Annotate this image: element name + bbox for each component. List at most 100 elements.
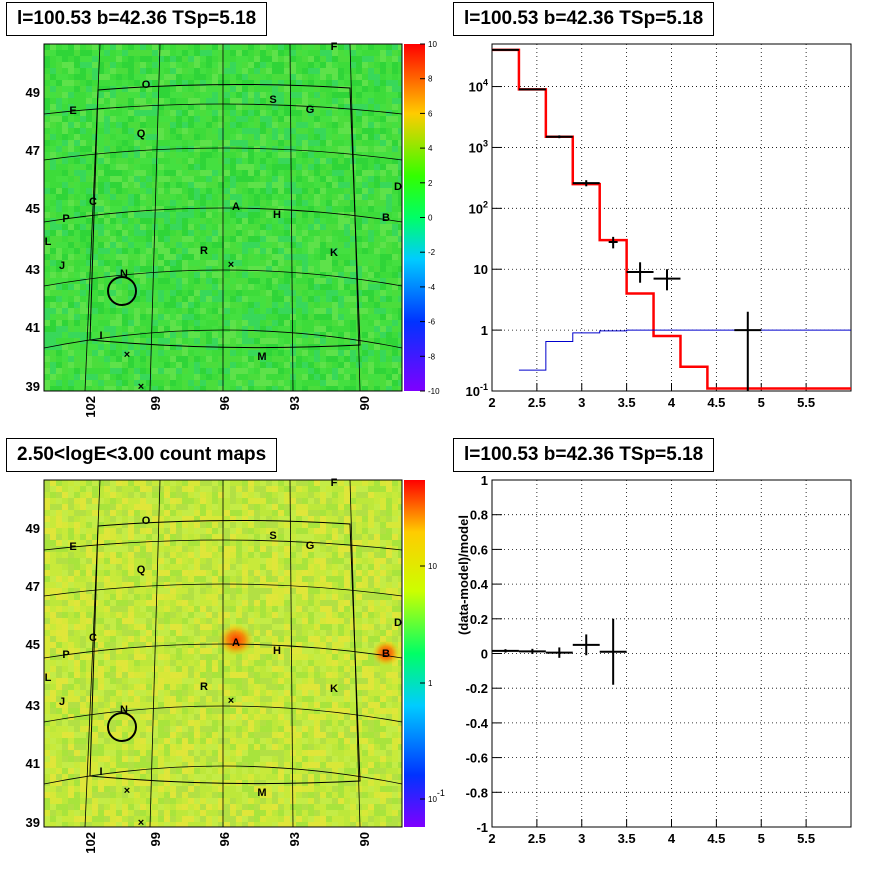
map-pixel [182,380,188,386]
map-pixel [218,182,224,188]
map-pixel [86,272,92,278]
map-pixel [332,194,338,200]
map-pixel [206,320,212,326]
map-pixel [104,98,110,104]
map-pixel [68,266,74,272]
map-pixel [152,146,158,152]
map-pixel [44,480,50,486]
map-pixel [164,86,170,92]
map-pixel [332,86,338,92]
map-pixel [356,170,362,176]
map-pixel [56,284,62,290]
map-pixel [242,62,248,68]
map-pixel [92,326,98,332]
map-pixel [170,266,176,272]
map-pixel [320,368,326,374]
map-pixel [98,516,104,522]
map-pixel [296,86,302,92]
map-pixel [308,224,314,230]
map-pixel [68,140,74,146]
map-pixel [44,230,50,236]
map-pixel [398,618,402,624]
map-pixel [188,588,194,594]
map-pixel [374,68,380,74]
map-pixel [134,350,140,356]
map-pixel [332,618,338,624]
map-pixel [50,534,56,540]
map-pixel [62,546,68,552]
map-pixel [296,368,302,374]
map-pixel [230,104,236,110]
map-pixel [242,80,248,86]
map-pixel [170,618,176,624]
map-pixel [170,44,176,50]
map-pixel [236,230,242,236]
map-pixel [86,594,92,600]
map-pixel [212,582,218,588]
map-pixel [116,522,122,528]
map-pixel [398,110,402,116]
map-pixel [140,92,146,98]
map-pixel [212,242,218,248]
map-pixel [272,546,278,552]
map-pixel [236,164,242,170]
map-pixel [362,98,368,104]
map-pixel [392,314,398,320]
map-pixel [194,582,200,588]
map-pixel [272,212,278,218]
map-pixel [338,492,344,498]
map-pixel [50,308,56,314]
map-pixel [332,582,338,588]
map-pixel [86,498,92,504]
map-pixel [110,314,116,320]
map-pixel [308,86,314,92]
map-pixel [386,170,392,176]
map-pixel [44,588,50,594]
map-pixel [188,272,194,278]
map-pixel [176,302,182,308]
map-pixel [68,588,74,594]
map-pixel [188,152,194,158]
map-pixel [374,110,380,116]
map-pixel [362,314,368,320]
map-pixel [344,606,350,612]
map-pixel [200,104,206,110]
map-pixel [290,314,296,320]
map-pixel [50,606,56,612]
map-pixel [92,314,98,320]
map-pixel [278,504,284,510]
map-pixel [80,86,86,92]
map-pixel [140,248,146,254]
map-pixel [68,146,74,152]
source-label-c: C [89,196,97,208]
map-pixel [236,182,242,188]
map-pixel [332,600,338,606]
map-pixel [266,272,272,278]
map-pixel [104,194,110,200]
map-pixel [380,510,386,516]
map-pixel [272,356,278,362]
map-pixel [350,480,356,486]
map-pixel [50,182,56,188]
map-pixel [104,146,110,152]
map-pixel [248,362,254,368]
map-pixel [194,522,200,528]
map-pixel [224,486,230,492]
map-pixel [128,50,134,56]
map-pixel [158,350,164,356]
map-pixel [338,152,344,158]
map-pixel [110,600,116,606]
map-pixel [62,242,68,248]
map-pixel [74,332,80,338]
map-pixel [242,386,248,391]
map-pixel [158,570,164,576]
map-pixel [386,206,392,212]
map-pixel [212,92,218,98]
map-pixel [284,582,290,588]
map-pixel [386,104,392,110]
map-pixel [350,44,356,50]
map-pixel [392,140,398,146]
map-pixel [344,362,350,368]
map-pixel [368,80,374,86]
map-pixel [278,350,284,356]
